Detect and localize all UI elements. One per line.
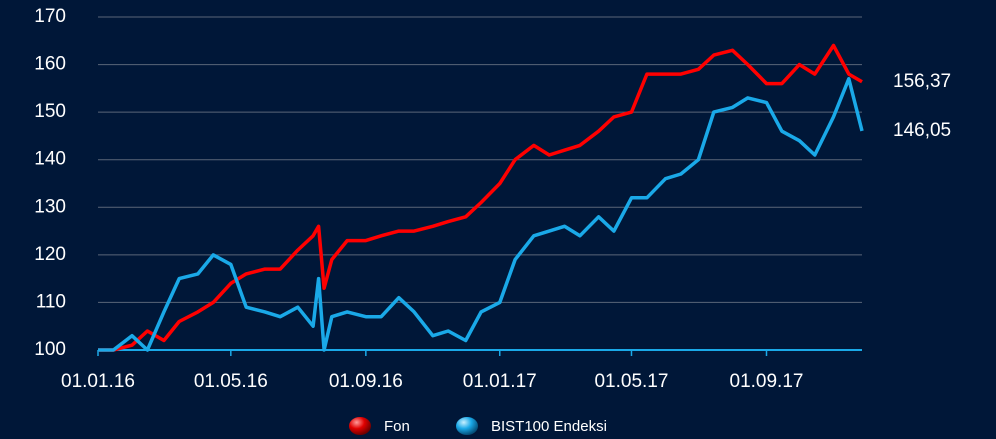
legend-label: BIST100 Endeksi <box>491 418 607 435</box>
x-tick-label: 01.05.16 <box>194 371 268 392</box>
series-line <box>98 77 864 352</box>
y-tick-label: 130 <box>34 196 66 217</box>
y-tick-label: 150 <box>34 101 66 122</box>
x-tick-label: 01.01.16 <box>61 371 135 392</box>
end-value-label: 156,37 <box>893 71 951 92</box>
legend-icon <box>349 417 371 435</box>
series-line <box>98 43 863 352</box>
y-tick-label: 170 <box>34 6 66 27</box>
x-tick-label: 01.09.17 <box>730 371 804 392</box>
y-tick-label: 160 <box>34 54 66 75</box>
x-tick-label: 01.05.17 <box>594 371 668 392</box>
x-tick-label: 01.09.16 <box>329 371 403 392</box>
y-tick-label: 140 <box>34 149 66 170</box>
legend-label: Fon <box>384 418 410 435</box>
y-tick-label: 110 <box>36 291 66 312</box>
legend-icon <box>456 417 478 435</box>
end-value-label: 146,05 <box>893 120 951 141</box>
x-tick-label: 01.01.17 <box>463 371 537 392</box>
y-tick-label: 100 <box>34 339 66 360</box>
y-tick-label: 120 <box>34 244 66 265</box>
